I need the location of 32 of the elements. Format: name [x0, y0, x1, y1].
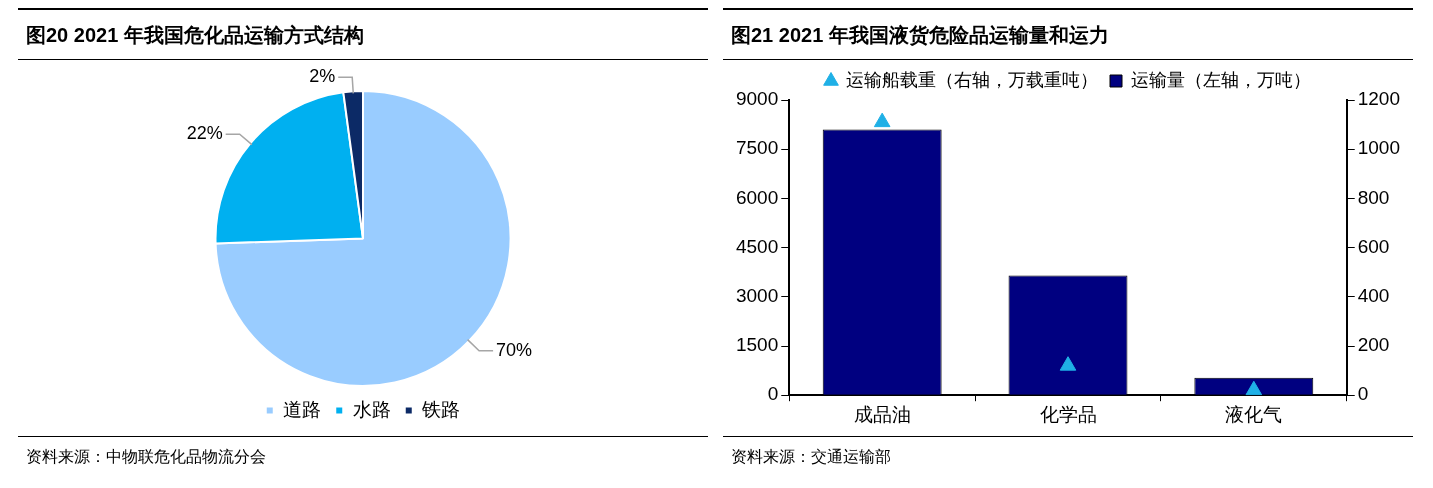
legend-label: 运输船载重（右轴，万载重吨）: [846, 69, 1098, 90]
data-label: 70%: [496, 339, 533, 360]
y2-tick-label: 800: [1357, 186, 1390, 208]
text: 资料来源：交通运输部: [731, 447, 892, 467]
point: [1245, 380, 1263, 396]
y2-tick-label: 600: [1357, 235, 1390, 257]
y2-tick-label: 0: [1357, 383, 1369, 405]
data-label: 2%: [309, 66, 336, 87]
data-label: 22%: [186, 123, 223, 144]
y-tick-label: 9000: [735, 88, 779, 110]
legend-label: 铁路: [421, 398, 461, 420]
point: [1059, 356, 1077, 371]
point: [873, 112, 891, 128]
y2-tick-label: 200: [1357, 334, 1390, 356]
legend-label: 道路: [283, 398, 322, 420]
text: 资料来源：中物联危化品物流分会: [26, 447, 267, 467]
legend-label: 水路: [352, 398, 391, 420]
y-tick-label: 4500: [735, 235, 779, 257]
legend-label: 运输量（左轴，万吨）: [1131, 69, 1311, 90]
x-tick-label: 化学品: [1039, 403, 1097, 425]
y-tick-label: 6000: [735, 186, 779, 208]
y-tick-label: 1500: [735, 334, 779, 356]
y2-tick-label: 400: [1357, 285, 1390, 307]
chart-title: 图21 2021 年我国液货危险品运输量和运力: [723, 8, 1413, 60]
y2-tick-label: 1200: [1357, 88, 1401, 110]
y-tick-label: 0: [767, 383, 779, 405]
y2-tick-label: 1000: [1357, 137, 1401, 159]
y-tick-label: 7500: [735, 137, 779, 159]
chart-title: 图20 2021 年我国危化品运输方式结构: [18, 8, 708, 60]
x-tick-label: 液化气: [1225, 403, 1283, 425]
y-tick-label: 3000: [735, 285, 779, 307]
x-tick-label: 成品油: [853, 403, 911, 425]
